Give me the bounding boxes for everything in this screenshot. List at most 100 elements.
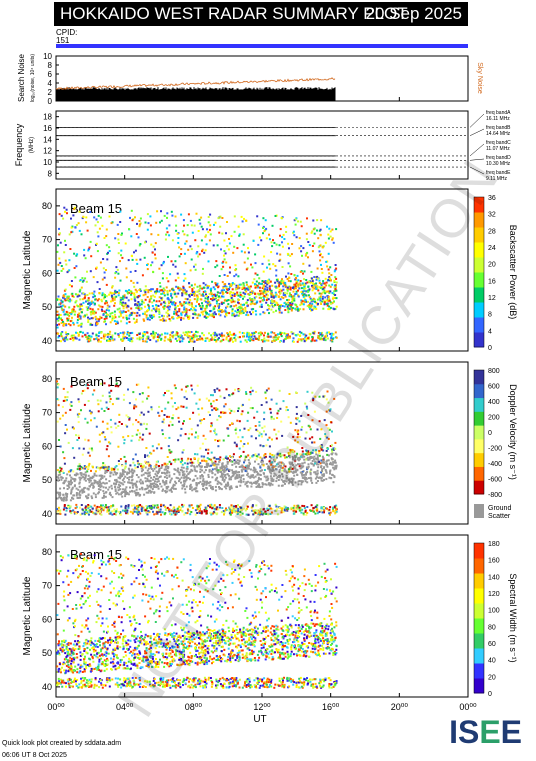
rti-cell [288, 336, 291, 339]
rti-cell [56, 386, 59, 389]
rti-cell [217, 439, 219, 442]
rti-cell [193, 457, 196, 460]
rti-cell [275, 285, 278, 288]
rti-cell [148, 300, 151, 303]
rti-cell [276, 456, 278, 459]
rti-cell [225, 261, 228, 264]
rti-cell [334, 284, 337, 287]
rti-cell [185, 474, 188, 477]
rti-cell [74, 301, 77, 304]
rti-cell [253, 278, 256, 281]
rti-cell [131, 337, 134, 340]
rti-cell [245, 470, 248, 473]
rti-cell [325, 410, 328, 413]
rti-cell [312, 219, 315, 222]
rti-cell [184, 292, 187, 295]
rti-cell [259, 289, 261, 292]
rti-cell [123, 480, 126, 483]
rti-cell [83, 254, 86, 257]
rti-cell [111, 286, 114, 289]
rti-cell [210, 458, 212, 461]
rti-cell [197, 435, 200, 438]
rti-cell [238, 456, 241, 459]
rti-cell [281, 507, 284, 510]
rti-cell [329, 445, 332, 447]
rti-cell [125, 296, 128, 299]
rti-cell [195, 335, 198, 338]
rti-cell [274, 281, 277, 284]
rti-cell [73, 512, 76, 515]
rti-cell [293, 274, 296, 277]
rti-cell [185, 406, 188, 409]
rti-cell [277, 463, 280, 466]
rti-cell [202, 286, 205, 289]
colorbar-tick-label: 800 [488, 368, 500, 375]
rti-cell [155, 486, 158, 489]
rti-cell [137, 506, 140, 509]
rti-cell [137, 463, 140, 466]
rti-cell [269, 280, 272, 283]
rti-cell [289, 421, 292, 424]
rti-cell [64, 396, 67, 399]
rti-cell [174, 260, 177, 263]
rti-cell [85, 465, 88, 468]
rti-cell [211, 409, 214, 412]
rti-cell [237, 299, 240, 301]
rti-cell [259, 486, 261, 489]
rti-cell [61, 414, 64, 417]
rti-cell [74, 293, 77, 296]
rti-cell [306, 300, 309, 303]
rti-cell [102, 481, 105, 484]
rti-cell [334, 461, 337, 464]
rti-cell [184, 314, 187, 317]
rti-cell [327, 401, 330, 404]
rti-cell [90, 335, 93, 338]
rti-cell [100, 316, 103, 319]
rti-cell [199, 503, 202, 506]
rti-cell [206, 457, 209, 460]
rti-cell [105, 300, 108, 303]
rti-cell [275, 336, 278, 339]
rti-cell [243, 287, 246, 290]
rti-cell [88, 339, 91, 341]
rti-cell [80, 325, 83, 328]
rti-cell [204, 290, 207, 293]
rti-cell [300, 299, 303, 302]
rti-cell [215, 302, 218, 305]
rti-cell [262, 296, 265, 299]
rti-cell [56, 298, 59, 301]
rti-cell [273, 472, 276, 475]
rti-cell [173, 384, 176, 387]
rti-cell [261, 262, 264, 265]
rti-cell [263, 337, 266, 340]
rti-cell [149, 316, 152, 318]
rti-cell [186, 462, 189, 465]
rti-cell [292, 506, 295, 509]
rti-cell [238, 471, 241, 474]
rti-cell [183, 504, 186, 507]
rti-cell [111, 299, 114, 302]
rti-cell [300, 245, 303, 248]
rti-cell [220, 268, 223, 271]
rti-cell [56, 420, 59, 423]
rti-cell [201, 248, 204, 251]
rti-cell [164, 238, 167, 241]
rti-cell [147, 337, 150, 340]
rti-cell [278, 311, 281, 314]
rti-cell [158, 290, 161, 293]
rti-cell [134, 482, 137, 485]
rti-cell [198, 253, 201, 256]
rti-cell [259, 313, 262, 316]
rti-cell [316, 285, 319, 288]
rti-cell [149, 479, 152, 482]
rti-cell [245, 290, 248, 293]
rti-cell [306, 453, 309, 456]
rti-cell [125, 267, 128, 270]
rti-cell [175, 476, 178, 479]
rti-cell [230, 476, 233, 479]
rti-cell [333, 467, 336, 470]
rti-cell [61, 331, 64, 333]
rti-cell [118, 315, 121, 318]
rti-cell [257, 453, 260, 456]
rti-cell [297, 417, 299, 420]
